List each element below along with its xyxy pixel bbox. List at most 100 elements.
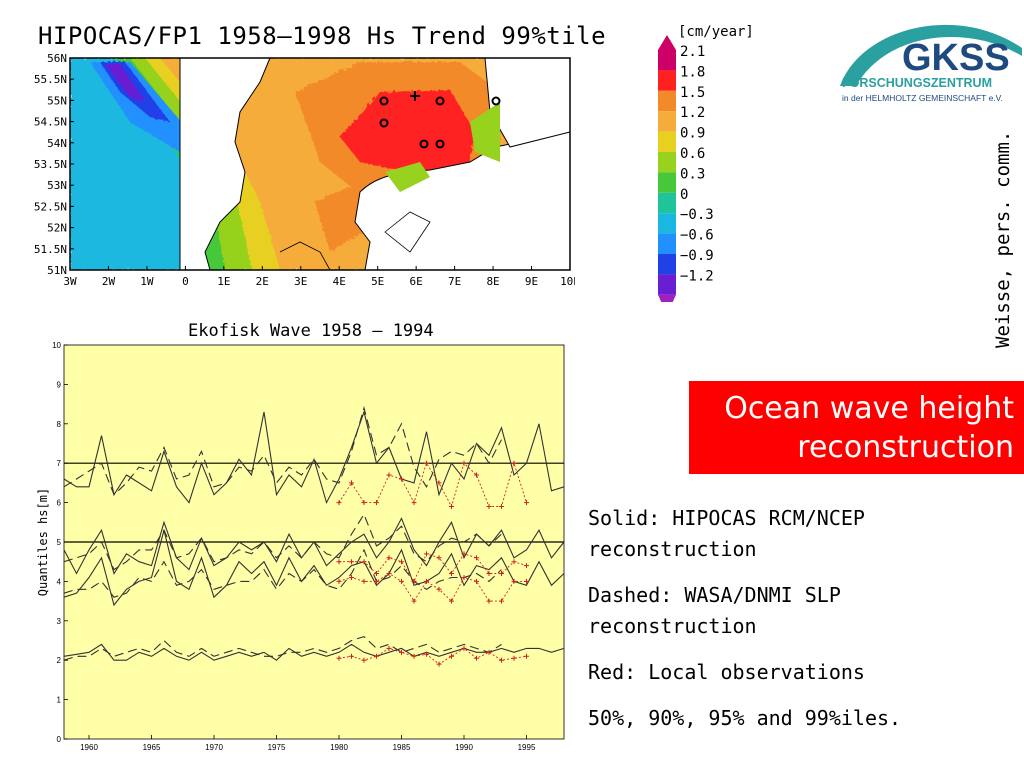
observation-point bbox=[349, 480, 354, 486]
map-lat-label: 55N bbox=[47, 94, 67, 107]
legend-label: −0.3 bbox=[680, 207, 714, 223]
x-tick-label: 1965 bbox=[143, 743, 161, 752]
legend-label: 1.5 bbox=[680, 85, 705, 101]
map-lon-label: 4E bbox=[333, 275, 346, 288]
legend-unit: [cm/year] bbox=[678, 24, 754, 40]
map-lon-label: 1E bbox=[217, 275, 230, 288]
observation-point bbox=[486, 504, 492, 510]
legend-label: −0.6 bbox=[680, 228, 714, 244]
observation-point bbox=[474, 472, 479, 478]
legend-swatch bbox=[658, 233, 676, 254]
x-tick-label: 1970 bbox=[205, 743, 223, 752]
logo-line1: FORSCHUNGSZENTRUM bbox=[842, 76, 992, 90]
observation-point bbox=[524, 500, 529, 506]
map-lat-label: 53.5N bbox=[34, 158, 67, 171]
map-lon-label: 1W bbox=[140, 275, 154, 288]
ekofisk-chart: Ekofisk Wave 1958 – 1994 Quantiles hs[m]… bbox=[36, 321, 565, 752]
observation-point bbox=[449, 598, 454, 604]
y-tick-label: 7 bbox=[57, 459, 62, 468]
series-line-dotted-cross bbox=[338, 461, 527, 508]
legend-label: 2.1 bbox=[680, 44, 705, 60]
legend-swatch bbox=[658, 131, 676, 152]
legend-swatch bbox=[658, 50, 676, 71]
y-tick-label: 1 bbox=[57, 696, 62, 705]
color-legend: [cm/year] 2.1 1.8 1.5 1.2 0.9 0.6 0.3 0 −0.3 −0.6… bbox=[658, 24, 754, 302]
observation-point bbox=[374, 571, 379, 577]
y-tick-label: 0 bbox=[57, 735, 62, 744]
observation-point bbox=[361, 500, 367, 506]
y-tick-label: 5 bbox=[57, 538, 62, 547]
x-tick-label: 1980 bbox=[330, 743, 348, 752]
observation-point bbox=[399, 559, 404, 565]
legend-swatch bbox=[658, 90, 676, 112]
series-line-dashed bbox=[63, 635, 502, 661]
note-item: Red: Local observations bbox=[588, 660, 865, 684]
map-lat-label: 51N bbox=[47, 264, 67, 277]
y-tick-label: 9 bbox=[57, 380, 62, 389]
observation-point bbox=[386, 645, 392, 651]
y-tick-label: 3 bbox=[57, 617, 62, 626]
observation-point bbox=[449, 504, 454, 510]
legend-swatch bbox=[658, 172, 676, 193]
note-item: 50%, 90%, 95% and 99%iles. bbox=[588, 706, 902, 730]
series-line-dotted-cross bbox=[338, 647, 527, 665]
observation-point bbox=[499, 571, 504, 577]
observation-point bbox=[411, 500, 417, 506]
y-tick-label: 4 bbox=[57, 577, 62, 586]
observation-point bbox=[336, 559, 342, 565]
observation-point bbox=[424, 551, 429, 557]
observation-point bbox=[511, 578, 517, 584]
legend-label: 0 bbox=[680, 187, 688, 203]
observation-point bbox=[499, 598, 504, 604]
observation-point bbox=[399, 578, 404, 584]
observation-point bbox=[399, 649, 404, 655]
y-tick-label: 6 bbox=[57, 499, 62, 508]
credit-text: Weisse, pers. comm. bbox=[992, 130, 1014, 348]
observation-point bbox=[486, 598, 492, 604]
heading-line2: reconstruction bbox=[797, 430, 1014, 465]
observation-point bbox=[461, 574, 467, 580]
observation-point bbox=[349, 574, 354, 580]
observation-point bbox=[436, 555, 442, 561]
observation-point bbox=[461, 645, 467, 651]
observation-point bbox=[374, 653, 379, 659]
legend-label: 0.3 bbox=[680, 166, 705, 182]
observation-point bbox=[474, 578, 479, 584]
logo-line2: in der HELMHOLTZ GEMEINSCHAFT e.V. bbox=[842, 93, 1003, 103]
legend-swatch bbox=[658, 254, 676, 275]
legend-label: 0.9 bbox=[680, 126, 705, 142]
map-lat-label: 56N bbox=[47, 52, 67, 65]
heading-line1: Ocean wave height bbox=[724, 391, 1014, 426]
notes-list: Solid: HIPOCAS RCM/NCEP reconstruction Da… bbox=[588, 503, 1018, 749]
legend-label: −0.9 bbox=[680, 248, 714, 264]
map-lat-label: 52.5N bbox=[34, 200, 67, 213]
note-item: Solid: HIPOCAS RCM/NCEP reconstruction bbox=[588, 506, 865, 561]
observation-point bbox=[361, 657, 367, 663]
map-lon-label: 7E bbox=[448, 275, 461, 288]
map-lon-label: 6E bbox=[410, 275, 423, 288]
observation-point bbox=[424, 578, 429, 584]
y-tick-label: 10 bbox=[52, 341, 61, 350]
x-tick-label: 1975 bbox=[268, 743, 286, 752]
series-line-dashed bbox=[63, 513, 502, 571]
legend-bottom-arrow bbox=[658, 294, 676, 302]
legend-swatch bbox=[658, 213, 676, 234]
legend-label: 0.6 bbox=[680, 146, 705, 162]
note-item: Dashed: WASA/DNMI SLP reconstruction bbox=[588, 583, 841, 638]
observation-point bbox=[374, 500, 379, 506]
observation-point bbox=[499, 657, 504, 663]
y-axis-label: Quantiles hs[m] bbox=[36, 488, 50, 596]
observation-point bbox=[361, 578, 367, 584]
observation-point bbox=[524, 578, 529, 584]
observation-point bbox=[436, 480, 442, 486]
observation-point bbox=[411, 598, 417, 604]
map-lon-label: 2E bbox=[256, 275, 269, 288]
legend-swatch bbox=[658, 111, 676, 132]
legend-top-arrow bbox=[658, 35, 676, 50]
observation-point bbox=[486, 649, 492, 655]
observation-point bbox=[474, 655, 479, 661]
map-lon-label: 10E bbox=[560, 275, 575, 288]
observation-point bbox=[486, 571, 492, 577]
series-line-dotted-cross bbox=[338, 572, 527, 602]
observation-point bbox=[386, 571, 392, 577]
